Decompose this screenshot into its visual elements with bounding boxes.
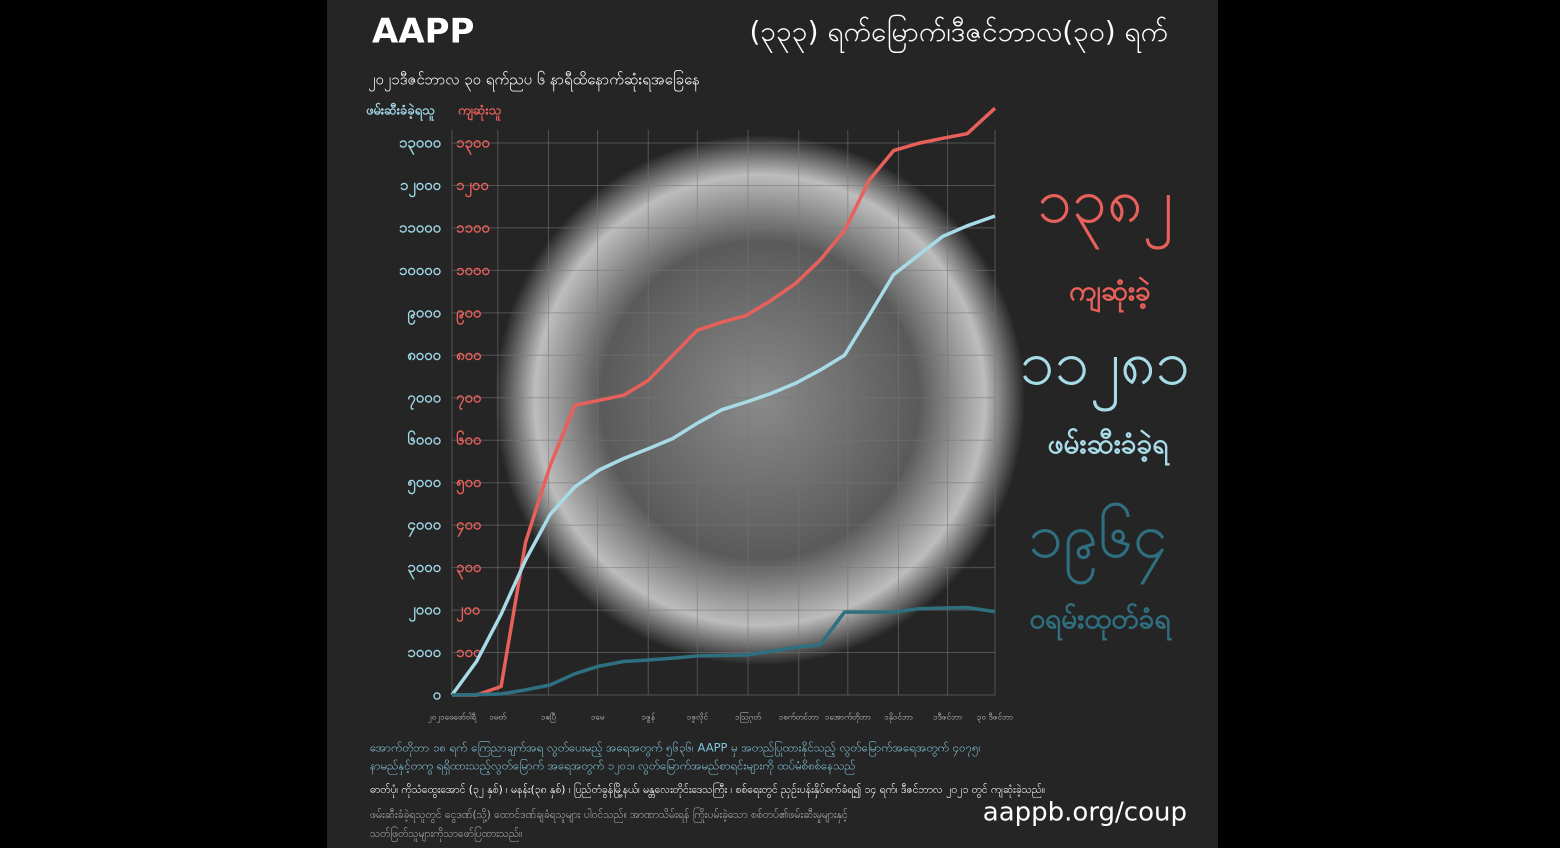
- x-tick-label: ၁အောက်တိုဘာ: [825, 712, 871, 724]
- x-tick-label: ၁ဩဂုတ်: [735, 712, 761, 724]
- x-tick-label: ၁မတ်: [489, 712, 506, 722]
- x-tick-label: ၂၀၂၁ဖေဖော်ဝါရီ: [428, 712, 477, 724]
- highlight-number: ၁၉၆၄: [1028, 499, 1168, 584]
- y-tick-label: ၈၀၀၀: [407, 346, 441, 364]
- note: ဖမ်းဆီးခံခဲ့ရသူတွင် ငွေဒဏ်(သို့) ထောင်ဒဏ…: [370, 807, 848, 823]
- y2-tick-label: ၄၀၀: [456, 516, 482, 538]
- data-line: [451, 605, 996, 697]
- y2-tick-label: ၅၀၀: [456, 473, 482, 495]
- y2-axis-label: ကျဆုံးသူ: [458, 104, 502, 122]
- y2-tick-label: ၁၀၀: [456, 643, 482, 661]
- x-tick-label: ၁မေ: [591, 713, 604, 722]
- note: ဓာတ်ပုံ၊ ကိုသံထွေးအောင် (၃၂ နှစ်) ၊ မနန်…: [370, 782, 1045, 798]
- source-url: aappb.org/coup: [983, 798, 1187, 828]
- y-tick-label: ၆၀၀၀: [407, 430, 441, 449]
- x-tick-label: ၃၀ ဒီဇင်ဘာ: [977, 712, 1013, 724]
- x-tick-label: ၁ဇူလိုင်: [687, 712, 708, 724]
- y-tick-label: ၄၀၀၀: [407, 516, 441, 538]
- y2-tick-label: ၁၁၀၀: [456, 218, 490, 236]
- y2-tick-label: ၁၃၀၀: [456, 134, 490, 156]
- highlight-number: ၁၁၂၈၁: [1020, 326, 1191, 411]
- y-tick-label: ၂၀၀၀: [408, 601, 441, 623]
- y-tick-label: ၉၀၀၀: [407, 303, 441, 325]
- note: သတ်ဖြတ်သူများကိုသာဖော်ပြထားသည်။: [370, 826, 522, 842]
- y-tick-label: ၁၂၀၀၀: [400, 176, 442, 198]
- y2-tick-label: ၁၀၀၀: [456, 261, 490, 279]
- data-line: [452, 106, 997, 697]
- chart-title: (၃၃၃) ရက်မြောက်၊ဒီဇင်ဘာလ(၃၀) ရက်: [750, 13, 1169, 54]
- y-tick-label: ၁၀၀၀: [407, 643, 441, 661]
- logo: AAPP: [372, 12, 474, 52]
- x-tick-label: ၁ဧပြီ: [541, 712, 556, 724]
- y2-tick-label: ၁၂၀၀: [456, 176, 489, 198]
- y2-tick-label: ၂၀၀: [456, 601, 481, 623]
- x-tick-label: ၁ဒီဇင်ဘာ: [933, 712, 962, 722]
- y-tick-label: ၁၁၀၀၀: [399, 218, 442, 236]
- y2-tick-label: ၉၀၀: [456, 303, 482, 325]
- y-tick-label: ၁၃၀၀၀: [399, 134, 442, 156]
- note: အောက်တိုဘာ ၁၈ ရက် ကြေညာချက်အရ လွတ်ပေးမည့…: [370, 741, 980, 757]
- x-tick-label: ၁စက်တင်ဘာ: [779, 712, 819, 722]
- x-tick-label: ၁ဇွန်: [642, 712, 656, 724]
- y-axis-label: ဖမ်းဆီးခံခဲ့ရသူ: [366, 102, 435, 122]
- y2-tick-label: ၆၀၀: [456, 430, 482, 449]
- y2-tick-label: ၃၀၀: [456, 558, 482, 580]
- y-tick-label: ၇၀၀၀: [407, 388, 441, 410]
- y2-tick-label: ၇၀၀: [456, 388, 482, 410]
- highlight-number: ၁၃၈၂: [1037, 164, 1173, 249]
- y2-tick-label: ၈၀၀: [456, 346, 482, 364]
- y-tick-label: ၃၀၀၀: [407, 558, 441, 580]
- x-tick-label: ၁နိုဝင်ဘာ: [884, 712, 913, 724]
- y-tick-label: ၁၀၀၀၀: [399, 261, 442, 279]
- plot: ၀၁၀၀၀၂၀၀၀၃၀၀၀၄၀၀၀၅၀၀၀၆၀၀၀၇၀၀၀၈၀၀၀၉၀၀၀၁၀၀…: [399, 106, 1013, 724]
- data-line: [450, 214, 996, 697]
- y-tick-label: ၅၀၀၀: [407, 473, 441, 495]
- subtitle: ၂၀၂၁ဒီဇင်ဘာလ ၃၀ ရက်ညပ ၆ နာရီထိနောက်ဆုံးရ…: [368, 70, 700, 92]
- y-tick-label: ၀: [433, 686, 442, 704]
- note: နာမည်နှင့်တကွ ရရှိထားသည့်လွတ်မြောက် အရေအ…: [370, 759, 856, 775]
- photo: [495, 135, 1025, 665]
